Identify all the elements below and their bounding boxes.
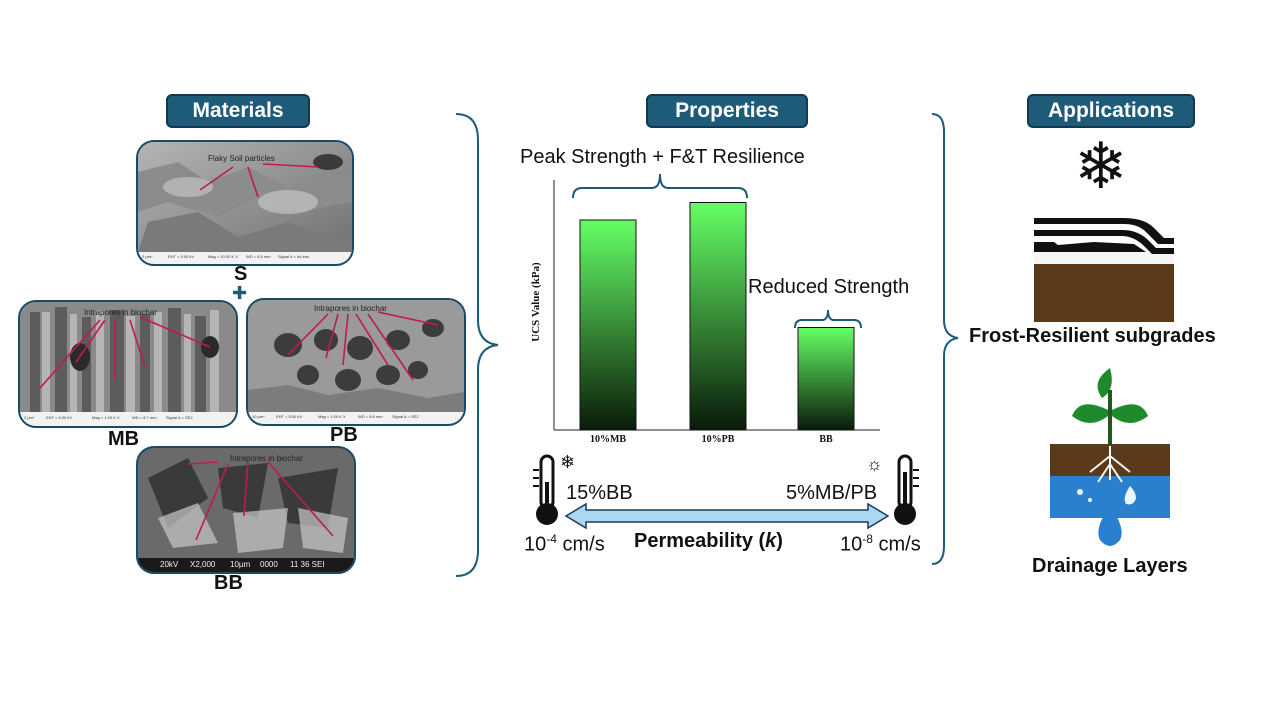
brace-materials-properties: [455, 113, 499, 577]
sem-image-s: Flaky Soil particles 2 µm* EHT = 5.00 kV…: [136, 140, 354, 266]
sem-image-pb: Intrapores in biochar 10 µm* EHT = 5.00 …: [246, 298, 466, 426]
y-axis-label: UCS Value (kPa): [530, 262, 542, 342]
snowflake-icon: ❄: [1074, 130, 1128, 202]
perm-left-value: 10-4 cm/s: [524, 532, 605, 557]
sem-annotation: Intrapores in biochar: [314, 304, 387, 313]
sem-footer-5: Signal A = InLens: [278, 254, 310, 259]
sem-footer-3: 10µm: [230, 560, 251, 569]
sem-footer-3: Mag = 1.00 K X: [92, 415, 120, 420]
sem-footer-5: Signal A = SE2: [392, 414, 419, 419]
perm-right-unit: cm/s: [872, 533, 921, 556]
sem-footer-4: WD = 8.7 mm: [132, 415, 157, 420]
permeability-arrow: [564, 502, 890, 530]
thermometer-cold-icon: [533, 454, 558, 525]
materials-header: Materials: [166, 94, 310, 128]
sun-icon: ☼: [866, 454, 883, 474]
brace-properties-applications: [931, 113, 959, 565]
sem-footer-4: WD = 8.6 mm: [358, 414, 383, 419]
sem-footer-2: EHT = 5.00 kV: [46, 415, 73, 420]
x-tick-label: BB: [819, 434, 833, 445]
plant-drainage-icon: [1050, 368, 1170, 546]
sem-footer-1: 10 µm*: [252, 414, 265, 419]
x-tick-label: 10%MB: [589, 434, 627, 445]
snowflake-icon: ❄: [560, 452, 576, 472]
bar-bb: [797, 327, 855, 431]
perm-right-base: 10: [840, 533, 863, 556]
plus-icon: ✚: [232, 283, 248, 303]
sem-footer-4: WD = 8.5 mm: [246, 254, 271, 259]
perm-title-text: Permeability (: [634, 530, 766, 552]
sem-footer-1: 2 µm*: [24, 415, 35, 420]
sem-footer-5: Signal A = SE2: [166, 415, 193, 420]
perm-left-exp: -4: [546, 532, 557, 546]
bar-10pct-mb: [579, 219, 637, 431]
perm-left-base: 10: [524, 533, 547, 556]
sem-annotation: Flaky Soil particles: [208, 154, 275, 163]
annotation-reduced-strength: Reduced Strength: [748, 276, 910, 298]
x-tick-label: 10%PB: [701, 434, 735, 445]
frost-resilient-label: Frost-Resilient subgrades: [969, 325, 1216, 347]
perm-title-symbol: k: [765, 530, 777, 552]
sem-footer-3: Mag = 1.00 K X: [318, 414, 346, 419]
drainage-layers-label: Drainage Layers: [1032, 555, 1188, 577]
properties-header: Properties: [646, 94, 808, 128]
sem-footer-1: 20kV: [160, 560, 179, 569]
sem-footer-3: Mag = 10.00 K X: [208, 254, 238, 259]
sem-annotation: Intrapores in biochar: [84, 308, 157, 317]
sem-footer-1: 2 µm*: [142, 254, 153, 259]
permeability-title: Permeability (k): [634, 530, 783, 553]
sem-annotation: Intrapores in biochar: [230, 454, 303, 463]
bar-10pct-pb: [689, 202, 747, 431]
sem-footer-2: EHT = 5.00 kV: [168, 254, 195, 259]
sem-image-bb: Intrapores in biochar 20kV X2,000 10µm 0…: [136, 446, 356, 574]
perm-right-value: 10-8 cm/s: [840, 532, 921, 557]
label-s: S: [234, 263, 248, 285]
label-mb: MB: [108, 428, 140, 450]
brace-peak-strength: [572, 173, 748, 199]
sem-image-mb: Intrapores in biochar 2 µm* EHT = 5.00 k…: [18, 300, 238, 428]
thermometer-hot-icon: [894, 454, 919, 525]
perm-left-label: 15%BB: [566, 482, 633, 504]
perm-title-close: ): [776, 530, 783, 552]
sem-footer-2: X2,000: [190, 560, 216, 569]
label-pb: PB: [330, 424, 358, 446]
annotation-peak-strength: Peak Strength + F&T Resilience: [520, 146, 805, 168]
brace-reduced-strength: [794, 309, 862, 329]
sem-footer-5: 11 36 SEI: [290, 560, 325, 569]
perm-right-exp: -8: [862, 532, 873, 546]
perm-right-label: 5%MB/PB: [786, 482, 878, 504]
frost-subgrade-icon: [1034, 218, 1174, 322]
ucs-bar-chart: [553, 180, 880, 431]
label-bb: BB: [214, 572, 243, 594]
sem-footer-2: EHT = 5.00 kV: [276, 414, 303, 419]
perm-left-unit: cm/s: [556, 533, 605, 556]
applications-header: Applications: [1027, 94, 1195, 128]
sem-footer-4: 0000: [260, 560, 278, 569]
